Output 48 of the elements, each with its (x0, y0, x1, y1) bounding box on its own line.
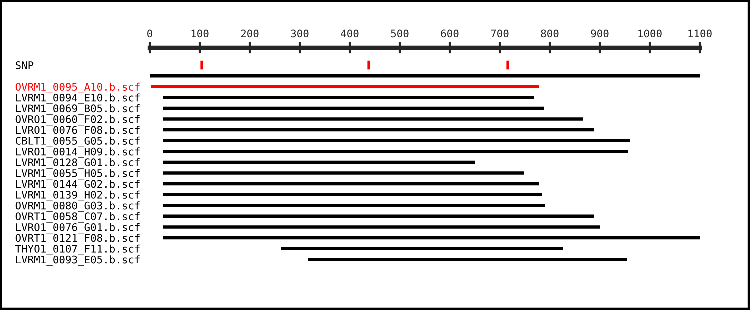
bar (163, 96, 534, 100)
y-tick-label: OVRO1_0060_F02.b.scf (16, 115, 140, 126)
bar (150, 74, 700, 78)
x-tick-label: 400 (341, 30, 359, 38)
y-tick-label: OVRM1_0095_A10.b.scf (16, 82, 140, 94)
y-tick-label: LVRO1_0076_G01.b.scf (16, 223, 140, 234)
bar (163, 128, 594, 132)
x-tick-label: 1000 (638, 30, 662, 38)
bar (281, 247, 563, 250)
x-tick-label: 700 (491, 30, 509, 38)
y-tick-label: LVRM1_0069_B05.b.scf (16, 104, 140, 115)
y-tick-label: LVRM1_0093_E05.b.scf (16, 256, 140, 266)
bar (308, 258, 627, 262)
bar (163, 172, 524, 175)
bar (163, 226, 600, 229)
x-tick-label: 100 (192, 30, 209, 38)
bar (163, 139, 630, 142)
x-tick-label: 600 (441, 30, 459, 38)
y-tick-label: LVRM1_0055_H05.b.scf (16, 169, 140, 180)
y-tick-label: OVRT1_0058_C07.b.scf (16, 212, 140, 223)
bar (163, 193, 542, 196)
x-tick-label: 300 (291, 30, 309, 38)
bar (163, 150, 628, 154)
y-tick-label: OVRT1_0121_F08.b.scf (16, 234, 140, 244)
y-tick-label: LVRM1_0128_G01.b.scf (16, 158, 140, 169)
x-tick-label: 900 (591, 30, 609, 38)
bar (163, 160, 475, 164)
y-tick-label: LVRM1_0139_H02.b.scf (16, 190, 140, 202)
y-tick-label: LVRO1_0076_F08.b.scf (16, 126, 140, 136)
x-tick-label: 500 (391, 30, 409, 38)
y-tick-label: LVRM1_0094_E10.b.scf (16, 94, 140, 104)
bar (163, 236, 700, 240)
bar (163, 182, 539, 186)
x-tick-label: 0 (148, 30, 152, 38)
y-tick-label: CBLT1_0055_G05.b.scf (16, 136, 140, 148)
y-tick-label: THYO1_0107_F11.b.scf (16, 244, 140, 256)
x-tick-label: 200 (241, 30, 259, 38)
y-tick-label: SNP (16, 62, 34, 70)
bar (163, 118, 583, 121)
y-tick-label: LVRM1_0144_G02.b.scf (16, 180, 140, 190)
x-tick-label: 1100 (688, 30, 712, 38)
y-tick-label: LVRO1_0014_H09.b.scf (16, 148, 140, 158)
bar (163, 214, 594, 218)
bar (163, 204, 545, 208)
bar (163, 106, 544, 110)
y-tick-label: OVRM1_0080_G03.b.scf (16, 202, 140, 212)
x-tick-label: 800 (541, 30, 559, 38)
bar (151, 85, 539, 88)
